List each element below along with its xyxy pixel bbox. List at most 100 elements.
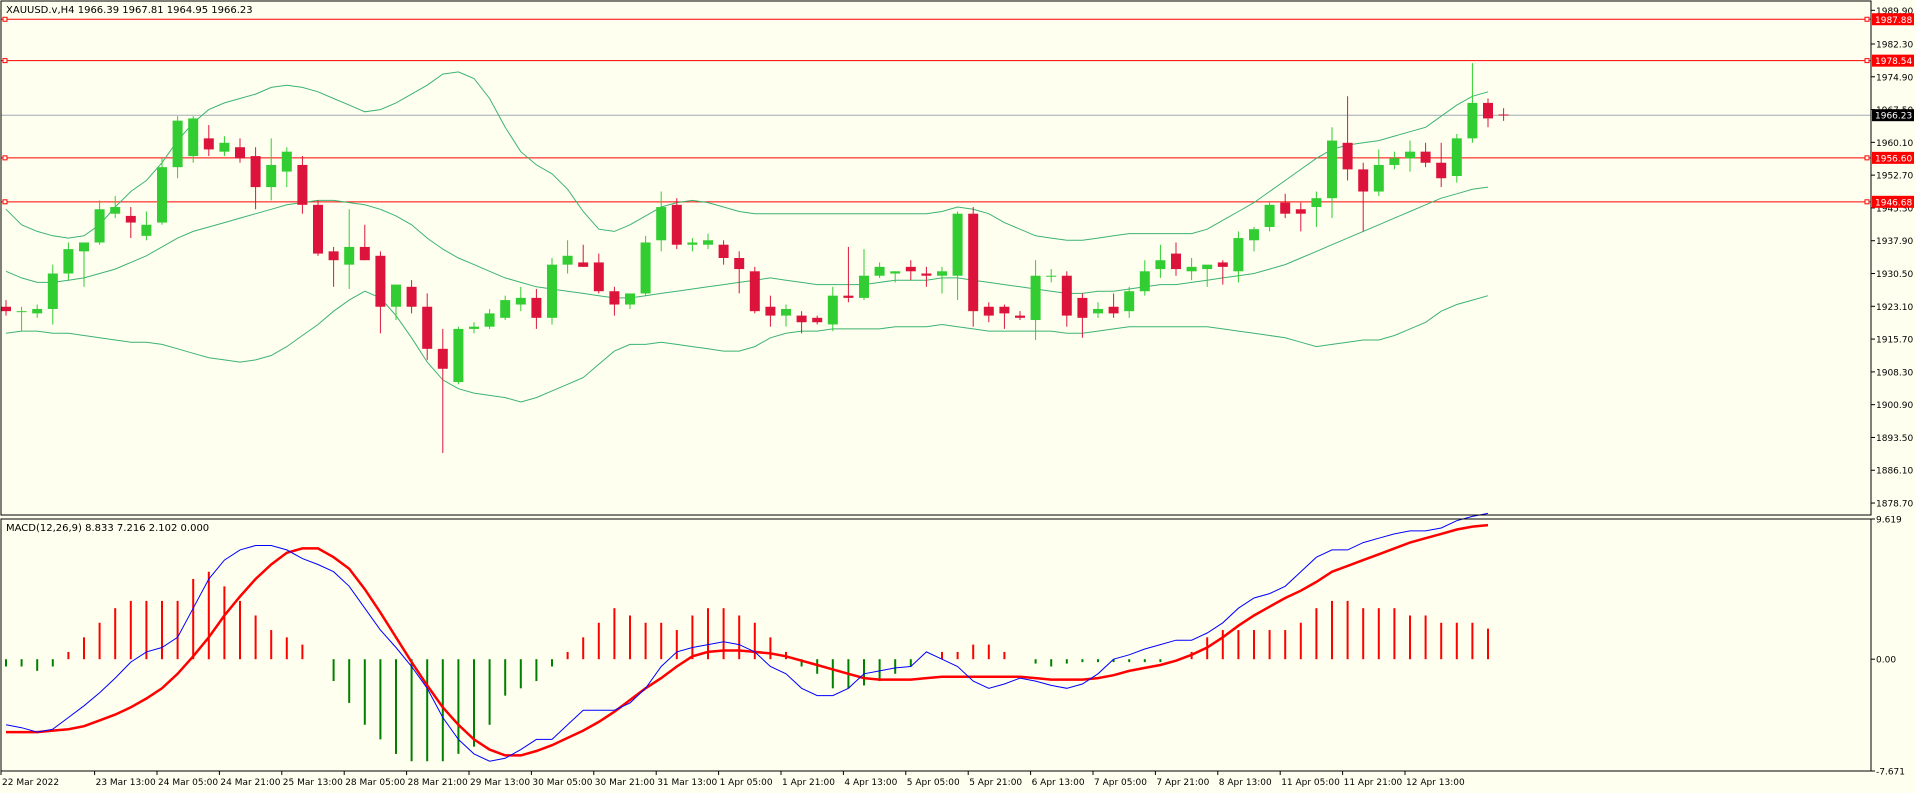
candle: [172, 116, 183, 179]
level-handle-left: [2, 199, 8, 205]
time-tick-label: 5 Apr 21:00: [969, 778, 1022, 788]
candle: [328, 246, 339, 287]
candle-body: [1202, 264, 1213, 270]
candle: [703, 233, 713, 250]
candle: [562, 240, 573, 274]
candle: [1295, 202, 1306, 232]
price-tick-label: 1952.70: [1876, 172, 1913, 182]
time-tick-label: 22 Mar 2022: [2, 778, 59, 788]
candle: [1202, 264, 1213, 287]
level-handle-left: [2, 58, 8, 64]
price-tick-label: 1923.10: [1876, 303, 1913, 313]
candle: [1342, 96, 1353, 181]
candle: [1077, 293, 1088, 338]
candle: [297, 156, 308, 214]
candle-body: [937, 271, 947, 276]
candle-body: [515, 297, 526, 305]
candle: [281, 147, 292, 188]
candle-body: [235, 147, 245, 159]
time-tick-label: 4 Apr 13:00: [844, 778, 897, 788]
level-handle-right: [1864, 155, 1870, 161]
candle-body: [1295, 209, 1306, 214]
candle-body: [1186, 266, 1197, 272]
candle: [890, 271, 901, 283]
signal-line: [6, 523, 1489, 757]
candle-body: [952, 213, 963, 276]
candle: [422, 293, 433, 360]
candle-body: [843, 295, 854, 298]
candle-body: [1373, 164, 1384, 192]
candle: [110, 195, 121, 219]
candle-body: [968, 213, 979, 312]
candle-body: [1405, 151, 1415, 159]
candle: [1451, 133, 1462, 183]
candle-body: [422, 306, 433, 349]
candle: [578, 244, 589, 267]
level-price-label: 1987.88: [1875, 16, 1912, 26]
time-tick-label: 30 Mar 21:00: [595, 778, 655, 788]
price-tick-label: 1893.50: [1876, 434, 1913, 444]
candle-body: [110, 207, 121, 214]
candle-body: [1436, 162, 1447, 179]
time-tick-label: 31 Mar 13:00: [657, 778, 717, 788]
candle-body: [1498, 114, 1509, 116]
candle-body: [32, 308, 43, 314]
level-price-badge: [1872, 54, 1914, 67]
candle: [157, 158, 167, 225]
candle-body: [1249, 229, 1259, 241]
candle-body: [281, 151, 292, 172]
candle: [219, 136, 230, 157]
candle: [515, 286, 526, 312]
candle: [1046, 269, 1057, 283]
price-tick-label: 1930.50: [1876, 270, 1913, 280]
candle: [796, 311, 807, 334]
candle-body: [1217, 262, 1228, 267]
price-tick-label: 1945.30: [1876, 204, 1913, 214]
candle: [765, 295, 776, 327]
macd-histogram: [5, 571, 1489, 762]
time-axis: 22 Mar 2022 23 Mar 13:00 24 Mar 05:00 24 Ma…: [0, 771, 1465, 788]
time-tick-label: 8 Apr 13:00: [1219, 778, 1272, 788]
current-price-badge: [1872, 109, 1914, 122]
candle: [1436, 142, 1447, 188]
price-tick-label: 1900.90: [1876, 401, 1913, 411]
candle-body: [1483, 102, 1493, 119]
bollinger-upper-line: [5, 71, 1489, 241]
candle: [843, 246, 854, 303]
candle-body: [656, 207, 667, 241]
candle-body: [671, 204, 682, 245]
candle: [874, 262, 885, 278]
time-tick-label: 7 Apr 21:00: [1156, 778, 1209, 788]
price-tick-label: 1878.70: [1876, 500, 1913, 510]
candle: [1249, 226, 1259, 252]
candle-body: [640, 242, 651, 294]
candle-body: [921, 273, 932, 276]
candle: [500, 295, 511, 321]
candle-body: [203, 138, 214, 150]
candle-body: [1264, 204, 1275, 227]
candle-body: [874, 266, 885, 276]
time-tick-label: 5 Apr 05:00: [907, 778, 960, 788]
candle-body: [328, 251, 339, 261]
level-handle-left: [2, 155, 8, 161]
candle: [640, 235, 651, 296]
bollinger-middle-line: [5, 186, 1489, 299]
time-tick-label: 23 Mar 13:00: [96, 778, 156, 788]
candle-body: [1155, 260, 1166, 270]
time-tick-label: 24 Mar 05:00: [158, 778, 218, 788]
candle: [266, 138, 277, 201]
candle-body: [687, 242, 698, 245]
macd-axis: 9.619 0.00 -7.671: [1871, 516, 1905, 778]
level-price-label: 1978.54: [1875, 57, 1912, 67]
price-tick-label: 1886.10: [1876, 467, 1913, 477]
candle: [1217, 260, 1228, 285]
candle: [1483, 98, 1493, 128]
candle: [999, 304, 1010, 329]
price-tick-label: 1960.10: [1876, 139, 1913, 149]
candle: [921, 266, 932, 287]
candle-body: [827, 295, 838, 325]
candle: [656, 191, 667, 252]
candle: [453, 326, 464, 385]
candle: [141, 211, 152, 241]
